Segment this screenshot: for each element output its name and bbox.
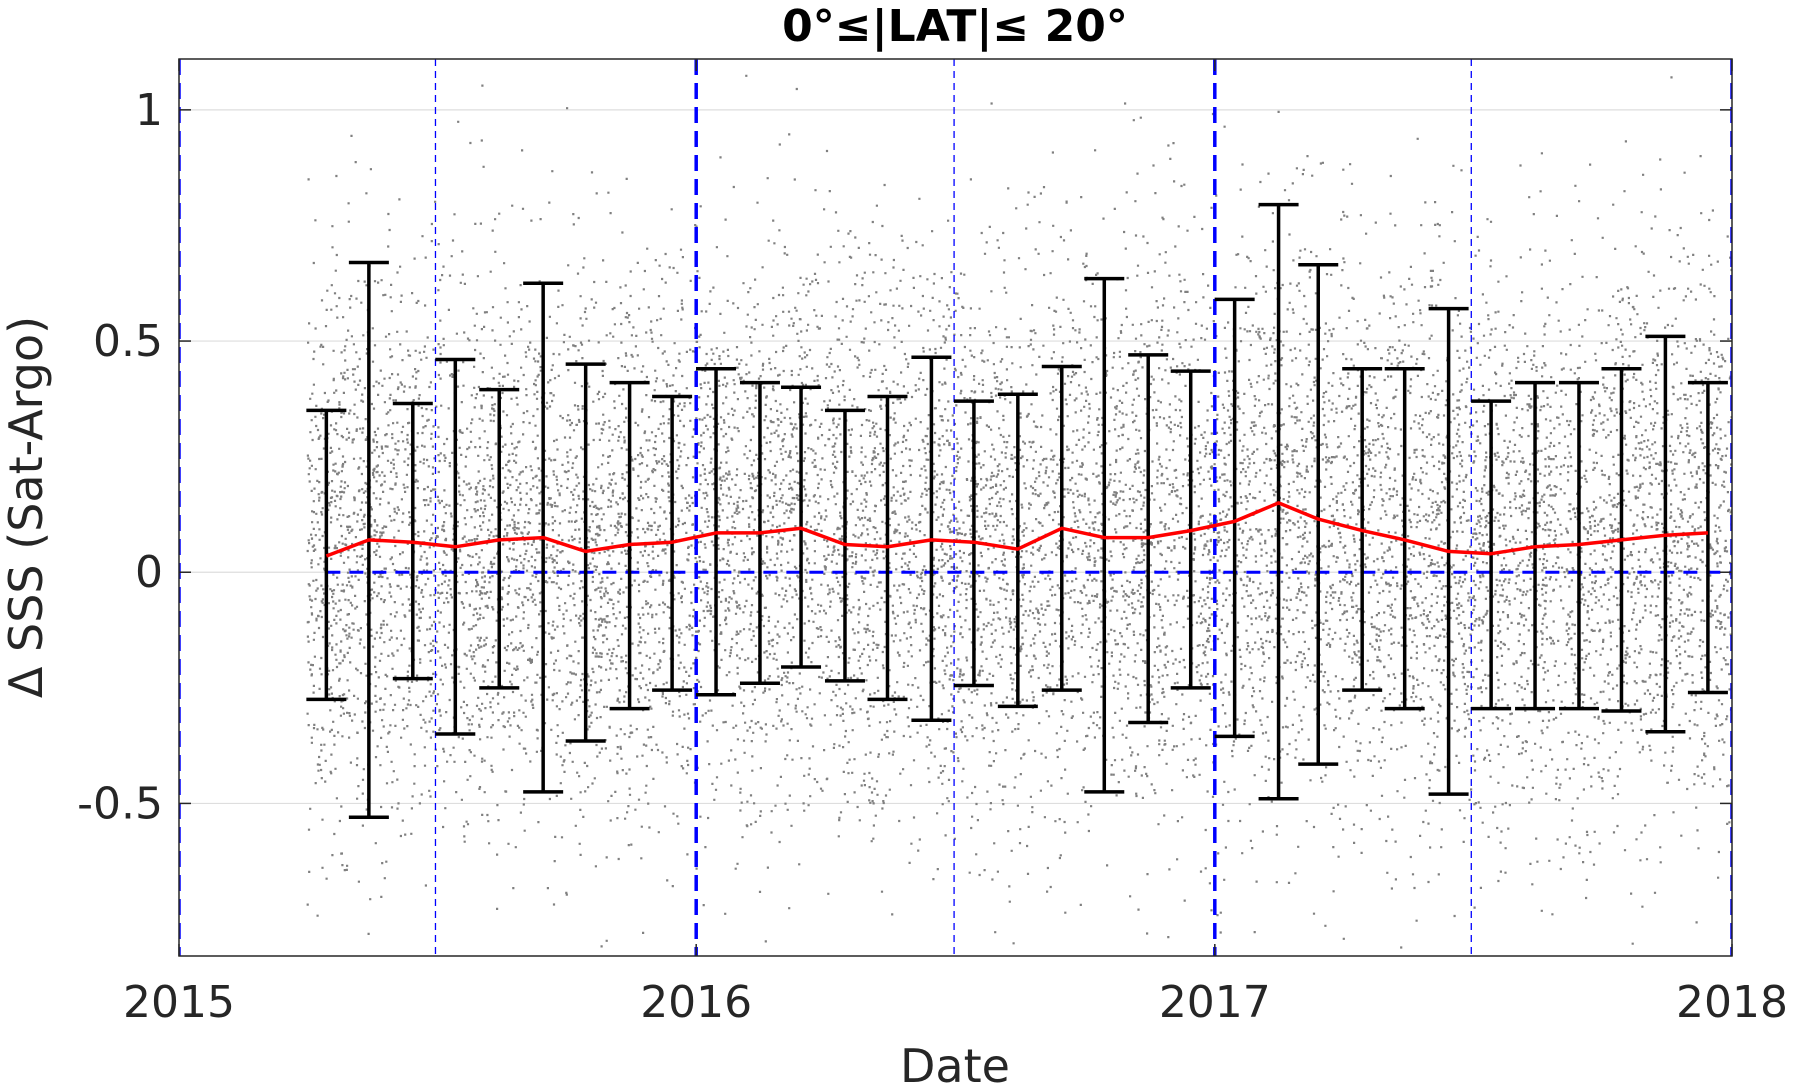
y-tick-label-2: 0 — [135, 547, 163, 598]
y-tick-label-0: 1 — [135, 85, 163, 136]
y-tick-label-3: -0.5 — [77, 778, 163, 829]
x-tick-label-0: 2015 — [123, 977, 235, 1028]
chart-title: 0°≤|LAT|≤ 20° — [782, 1, 1128, 52]
y-tick-label-1: 0.5 — [93, 316, 163, 367]
x-tick-label-2: 2017 — [1159, 977, 1271, 1028]
error-bar-23 — [1298, 263, 1339, 766]
mean-line — [325, 501, 1708, 558]
plot-frame — [178, 58, 1733, 957]
error-bar-21 — [1214, 297, 1255, 739]
mean-line-group — [325, 501, 1708, 558]
error-bar-32 — [1687, 380, 1728, 695]
x-axis-title: Date — [900, 1039, 1010, 1087]
axis-ticks: 2015 2016 2017 2018 1 0.5 0 -0.5 — [77, 59, 1788, 1028]
x-tick-label-3: 2018 — [1676, 977, 1788, 1028]
x-tick-label-1: 2016 — [640, 977, 752, 1028]
y-axis-title: Δ SSS (Sat-Argo) — [0, 316, 53, 698]
reference-lines — [179, 59, 1732, 956]
error-bar-18 — [1084, 276, 1125, 794]
